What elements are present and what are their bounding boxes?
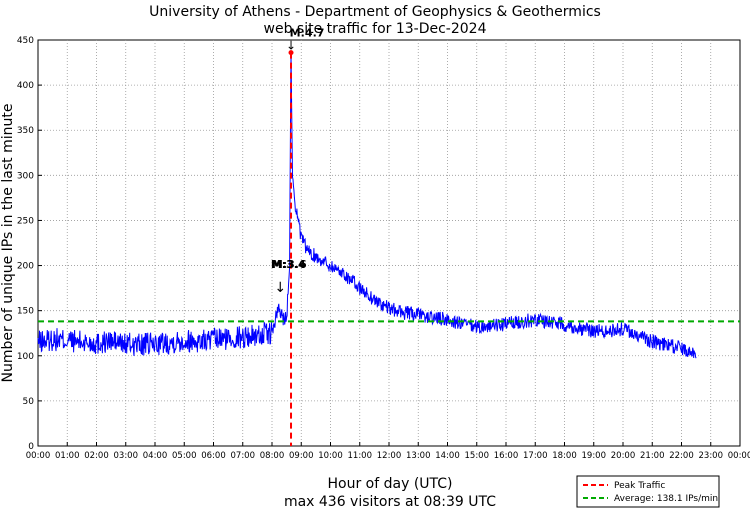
- x-tick-label: 05:00: [172, 451, 197, 461]
- y-tick-label: 300: [17, 171, 34, 181]
- x-tick-label: 17:00: [523, 451, 548, 461]
- x-tick-label: 01:00: [55, 451, 80, 461]
- legend: Peak Traffic Average: 138.1 IPs/min: [576, 475, 720, 508]
- x-tick-label: 16:00: [494, 451, 519, 461]
- legend-average-label: Average: 138.1 IPs/min: [614, 494, 718, 504]
- x-tick-label: 03:00: [114, 451, 139, 461]
- max-visitors-footer: max 436 visitors at 08:39 UTC: [284, 494, 496, 510]
- y-tick-label: 450: [17, 36, 34, 46]
- x-tick-label: 10:00: [318, 451, 343, 461]
- y-tick-label: 0: [28, 442, 34, 452]
- traffic-series-line: [37, 52, 697, 359]
- y-tick-label: 350: [17, 126, 34, 136]
- chart-title: University of Athens - Department of Geo…: [149, 4, 601, 20]
- x-tick-label: 22:00: [669, 451, 694, 461]
- annotation-arrow-m34: ↓: [274, 280, 286, 296]
- x-tick-label: 21:00: [640, 451, 665, 461]
- x-tick-label: 04:00: [143, 451, 168, 461]
- x-tick-label: 07:00: [231, 451, 256, 461]
- x-tick-label: 20:00: [611, 451, 636, 461]
- annotation-m34: M:3.4: [271, 258, 306, 271]
- annotation-m36: M:3.6: [272, 258, 307, 271]
- annotation-m47: M:4.7: [290, 27, 325, 40]
- y-tick-label: 50: [23, 397, 35, 407]
- annotation-arrow-m47: ↓: [286, 39, 296, 53]
- plot-area: [37, 39, 741, 447]
- grid: [38, 40, 740, 446]
- x-tick-label: 00:00: [728, 451, 750, 461]
- legend-peak-label: Peak Traffic: [614, 481, 665, 491]
- y-tick-label: 200: [17, 262, 34, 272]
- y-axis-ticks: 0 50 100 150 200 250 300 350 400 450: [17, 36, 42, 452]
- x-tick-label: 15:00: [465, 451, 490, 461]
- x-tick-label: 14:00: [435, 451, 460, 461]
- x-tick-label: 18:00: [552, 451, 577, 461]
- y-tick-label: 100: [17, 352, 34, 362]
- x-tick-label: 23:00: [699, 451, 724, 461]
- x-tick-label: 12:00: [377, 451, 402, 461]
- x-tick-label: 11:00: [348, 451, 373, 461]
- x-tick-label: 13:00: [406, 451, 431, 461]
- chart-subtitle: web site traffic for 13-Dec-2024: [264, 21, 487, 37]
- x-tick-label: 09:00: [289, 451, 314, 461]
- y-axis-label: Number of unique IPs in the last minute: [0, 104, 16, 383]
- x-tick-label: 19:00: [582, 451, 607, 461]
- y-tick-label: 150: [17, 307, 34, 317]
- legend-box: [576, 475, 720, 508]
- x-axis-ticks: 00:00 01:00 02:00 03:00 04:00 05:00 06:00 07:00…: [26, 442, 750, 461]
- x-tick-label: 00:00: [26, 451, 51, 461]
- x-tick-label: 06:00: [201, 451, 226, 461]
- y-tick-label: 400: [17, 81, 34, 91]
- x-tick-label: 02:00: [84, 451, 109, 461]
- x-axis-label: Hour of day (UTC): [328, 476, 453, 492]
- peak-marker: [288, 50, 294, 56]
- y-tick-label: 250: [17, 216, 34, 226]
- x-tick-label: 08:00: [260, 451, 285, 461]
